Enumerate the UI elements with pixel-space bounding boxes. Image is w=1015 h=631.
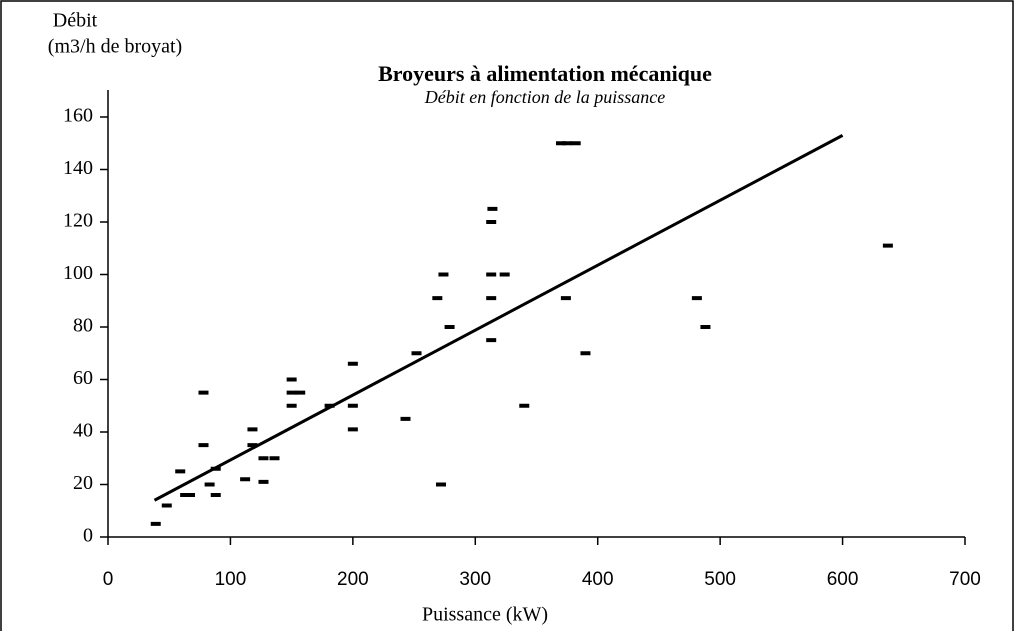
y-tick-label: 140 [63,157,93,179]
x-tick-label: 200 [337,569,369,590]
point [258,456,269,461]
y-tick-label: 40 [73,420,93,442]
point [210,493,221,497]
x-tick-label: 0 [103,569,114,590]
point [882,243,893,248]
point [258,479,269,484]
point [486,220,497,224]
y-tick-label: 20 [73,472,93,494]
trend-line [153,134,844,502]
y-tick-label: 60 [73,367,93,389]
point [198,390,209,395]
y-axis-label: (m3/h de broyat) [48,36,182,58]
point [691,296,702,301]
x-tick-label: 500 [704,569,736,590]
point [487,206,498,211]
point [247,427,258,432]
point [444,325,455,329]
x-tick-label: 100 [215,569,247,590]
point [560,296,571,301]
point [295,390,306,395]
point [580,351,591,356]
y-tick-label: 80 [73,315,93,337]
point [269,456,280,461]
point [519,403,530,408]
y-tick-label: 160 [63,105,93,127]
point [562,141,573,146]
point [286,390,297,395]
point [161,503,172,508]
point [185,493,196,497]
y-axis-label: Débit [53,10,98,32]
y-tick-label: 0 [83,525,93,547]
point [400,416,411,421]
point [486,272,497,277]
x-tick-label: 600 [827,569,859,590]
point [499,272,510,277]
y-tick-label: 120 [63,210,93,232]
point [150,521,161,526]
point [286,377,297,382]
x-tick-label: 700 [949,569,981,590]
point [555,141,566,146]
point [286,403,297,408]
point [411,351,422,356]
point [347,403,358,408]
y-tick-label: 100 [63,262,93,284]
point [432,296,443,301]
x-tick-label: 300 [459,569,491,590]
point [486,296,497,301]
x-tick-label: 400 [582,569,614,590]
point [347,427,358,432]
point [436,482,447,487]
point [198,443,209,448]
point [240,477,251,482]
point [204,482,215,487]
point [175,469,186,474]
x-axis-label: Puissance (kW) [422,604,548,626]
point [247,443,258,448]
point [570,141,581,146]
chart-title: Broyeurs à alimentation mécanique [378,61,712,86]
chart-subtitle: Débit en fonction de la puissance [424,87,665,107]
point [700,325,711,329]
point [438,272,449,277]
point [486,338,497,343]
point [347,361,358,366]
